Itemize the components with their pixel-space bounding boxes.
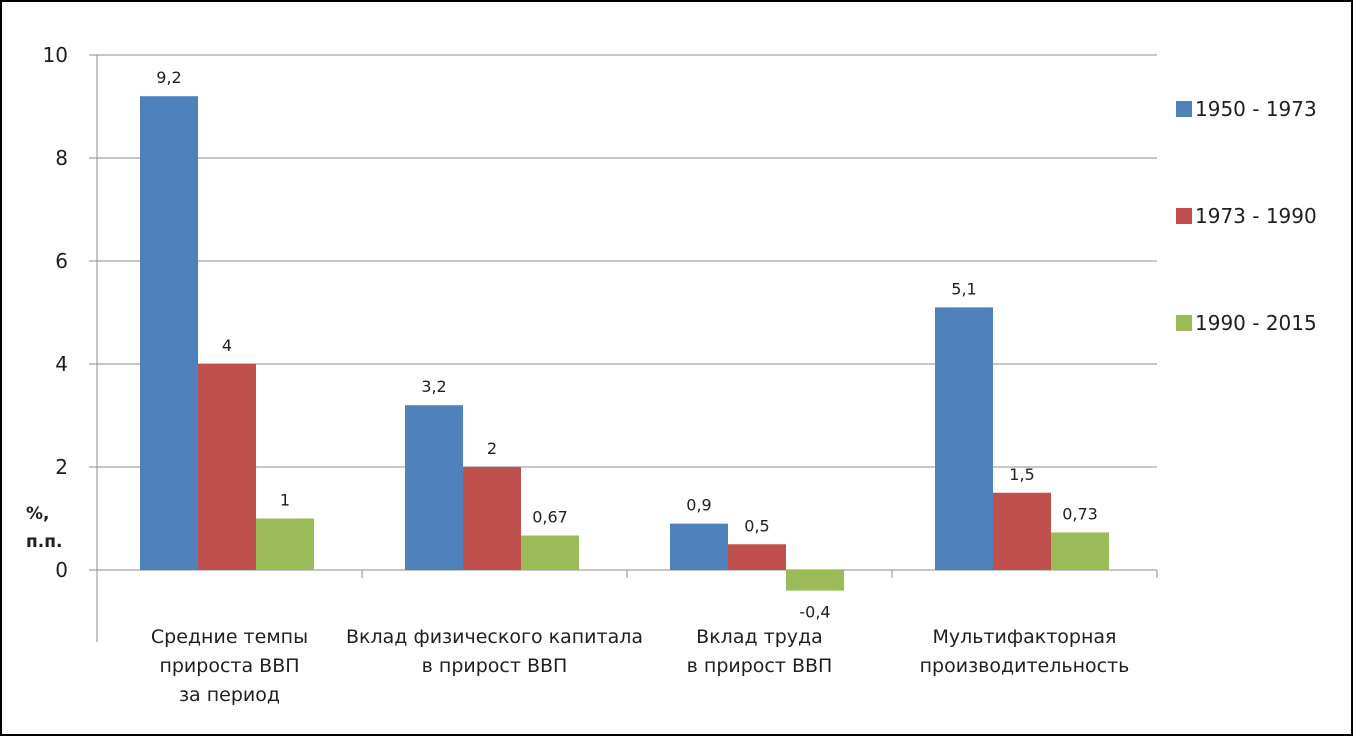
- category-label-2-line-2: в прирост ВВП: [422, 655, 568, 677]
- bar-series-2-category-1: [198, 364, 256, 570]
- y-tick-label: 4: [55, 352, 68, 376]
- data-label-series-3-category-1: 1: [280, 491, 290, 510]
- bar-series-2-category-3: [728, 544, 786, 570]
- bar-series-1-category-1: [140, 96, 198, 570]
- category-label-1-line-3: за период: [179, 684, 280, 706]
- category-label-2-line-1: Вклад физического капитала: [346, 626, 643, 648]
- y-tick-label: 8: [55, 146, 68, 170]
- data-label-series-1-category-3: 0,9: [686, 496, 711, 515]
- legend-swatch-3: [1176, 315, 1192, 331]
- bar-series-3-category-4: [1051, 532, 1109, 570]
- bar-series-3-category-1: [256, 518, 314, 570]
- data-label-series-2-category-1: 4: [222, 336, 232, 355]
- y-axis-unit-line-2: п.п.: [26, 532, 62, 552]
- y-tick-label: 2: [55, 455, 68, 479]
- category-label-1-line-2: прироста ВВП: [159, 655, 299, 677]
- data-label-series-3-category-4: 0,73: [1062, 504, 1098, 523]
- bar-series-3-category-3: [786, 570, 844, 591]
- data-label-series-3-category-2: 0,67: [532, 507, 568, 526]
- bar-series-1-category-2: [405, 405, 463, 570]
- data-label-series-1-category-1: 9,2: [156, 68, 181, 87]
- category-label-4-line-2: производительность: [920, 655, 1130, 677]
- legend-label-3: 1990 - 2015: [1195, 311, 1317, 335]
- category-label-1-line-1: Средние темпы: [151, 626, 308, 648]
- bar-series-1-category-3: [670, 523, 728, 570]
- bar-series-2-category-2: [463, 467, 521, 570]
- legend-swatch-1: [1176, 101, 1192, 117]
- category-label-4-line-1: Мультифакторная: [932, 626, 1116, 648]
- bar-series-3-category-2: [521, 535, 579, 570]
- data-label-series-1-category-4: 5,1: [951, 279, 976, 298]
- category-label-3-line-1: Вклад труда: [696, 626, 823, 648]
- data-label-series-2-category-4: 1,5: [1009, 465, 1034, 484]
- legend-label-1: 1950 - 1973: [1195, 97, 1317, 121]
- data-label-series-3-category-3: -0,4: [799, 603, 830, 622]
- y-axis-unit-line-1: %,: [26, 504, 50, 524]
- bar-series-1-category-4: [935, 307, 993, 570]
- data-label-series-2-category-3: 0,5: [744, 516, 769, 535]
- data-label-series-1-category-2: 3,2: [421, 377, 446, 396]
- legend-swatch-2: [1176, 208, 1192, 224]
- data-label-series-2-category-2: 2: [487, 439, 497, 458]
- legend-label-2: 1973 - 1990: [1195, 204, 1317, 228]
- bar-series-2-category-4: [993, 492, 1051, 570]
- y-tick-label: 0: [55, 558, 68, 582]
- category-label-3-line-2: в прирост ВВП: [687, 655, 833, 677]
- y-tick-label: 6: [55, 249, 68, 273]
- y-tick-label: 10: [43, 43, 68, 67]
